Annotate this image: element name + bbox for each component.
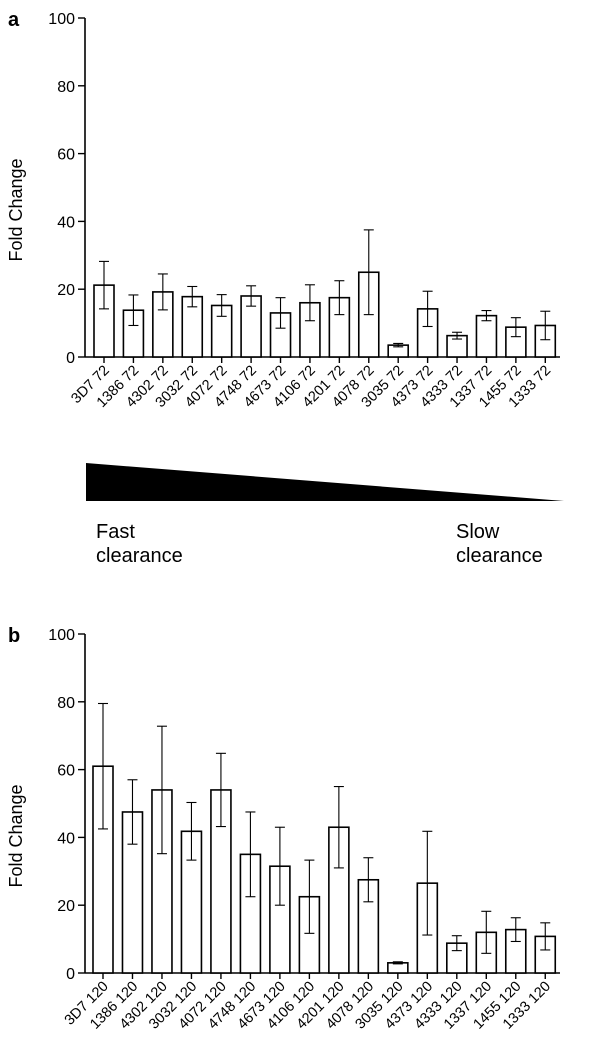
b-error-bar xyxy=(245,811,256,898)
b-y-tick-label: 0 xyxy=(66,966,75,983)
b-error-bar xyxy=(333,785,344,869)
b-error-bar xyxy=(127,779,138,845)
panel-b-y-axis-title: Fold Change xyxy=(6,784,26,887)
b-y-tick-label: 20 xyxy=(57,898,75,915)
b-error-bar xyxy=(363,857,374,903)
b-error-bar xyxy=(481,910,492,954)
b-error-bar xyxy=(156,725,167,855)
b-error-bar xyxy=(98,702,108,830)
b-error-bar xyxy=(215,752,226,828)
b-error-bar xyxy=(392,961,403,965)
a-y-tick-label: 20 xyxy=(57,282,75,299)
a-error-bar xyxy=(363,229,374,316)
a-error-bar xyxy=(540,310,551,341)
panel-a-bars xyxy=(93,229,557,358)
a-error-bar xyxy=(216,294,227,317)
a-error-bar xyxy=(128,294,139,327)
panel-b-letter: b xyxy=(8,625,20,647)
a-error-bar xyxy=(157,273,168,311)
a-y-tick-label: 60 xyxy=(57,147,75,164)
a-bar xyxy=(475,314,498,358)
a-error-bar xyxy=(481,310,492,322)
a-error-bar xyxy=(187,285,198,308)
a-error-bar xyxy=(246,285,257,307)
b-error-bar xyxy=(510,917,521,943)
a-y-tick-label: 40 xyxy=(57,214,75,231)
slow-label-line2: clearance xyxy=(456,545,543,567)
panel-a-letter: a xyxy=(8,9,20,31)
panel-b-bars xyxy=(92,702,557,974)
a-y-tick-label: 0 xyxy=(66,350,75,367)
clearance-wedge xyxy=(86,463,564,501)
a-y-tick-label: 80 xyxy=(57,79,75,96)
slow-label-line1: Slow xyxy=(456,521,500,543)
b-y-tick-label: 80 xyxy=(57,695,75,712)
a-error-bar xyxy=(275,297,286,329)
clearance-gradient: Fast clearance Slow clearance xyxy=(86,463,564,567)
b-error-bar xyxy=(304,859,315,934)
a-error-bar xyxy=(422,290,433,328)
b-error-bar xyxy=(540,922,551,951)
panel-a-y-axis-title: Fold Change xyxy=(6,158,26,261)
fast-label-line2: clearance xyxy=(96,545,183,567)
a-error-bar xyxy=(452,331,463,340)
a-y-tick-label: 100 xyxy=(48,11,75,28)
b-error-bar xyxy=(422,830,433,936)
b-y-tick-label: 40 xyxy=(57,830,75,847)
a-error-bar xyxy=(393,342,404,348)
b-y-tick-label: 60 xyxy=(57,763,75,780)
b-error-bar xyxy=(274,826,285,906)
b-error-bar xyxy=(186,801,197,861)
a-error-bar xyxy=(334,280,345,316)
fast-label-line1: Fast xyxy=(96,521,135,543)
b-error-bar xyxy=(451,935,462,952)
a-error-bar xyxy=(99,260,109,310)
a-error-bar xyxy=(510,317,521,338)
a-error-bar xyxy=(304,284,315,322)
b-y-tick-label: 100 xyxy=(48,627,75,644)
